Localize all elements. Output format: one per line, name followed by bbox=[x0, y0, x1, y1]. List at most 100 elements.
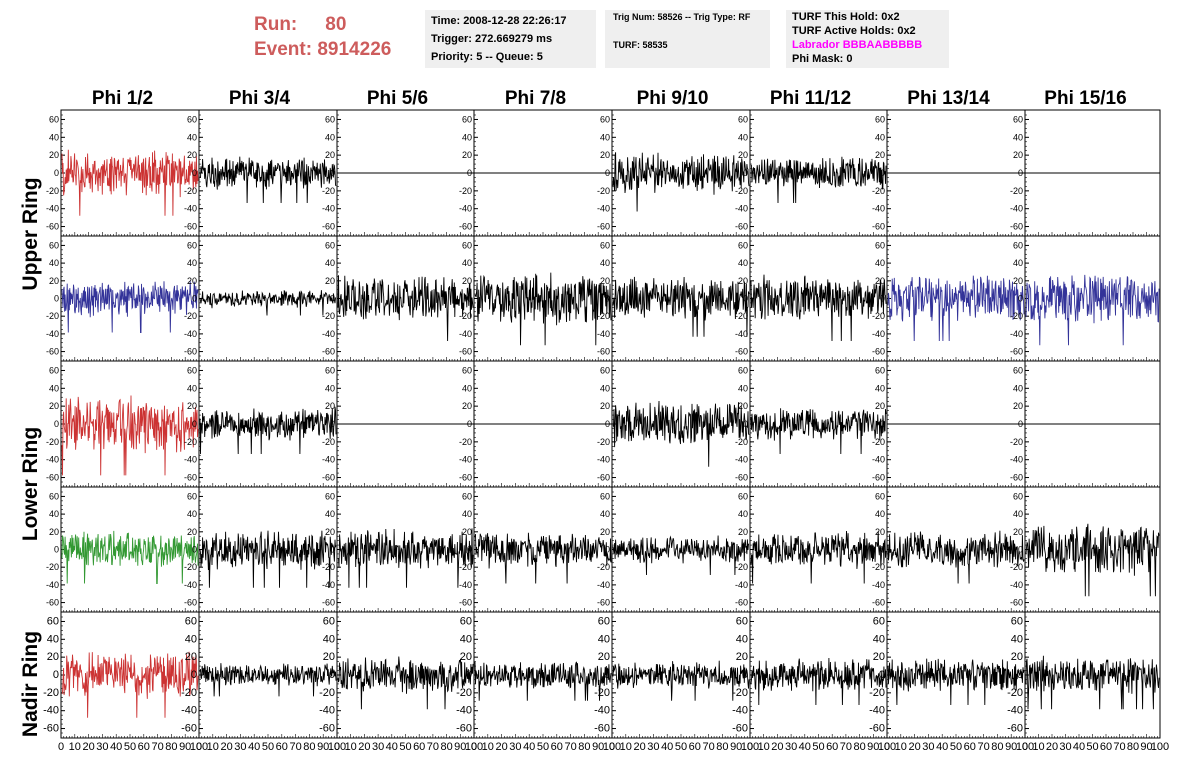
x-tick-label: 20 bbox=[908, 741, 920, 753]
y-tick-label: 60 bbox=[187, 491, 197, 501]
y-tick-label: -40 bbox=[735, 455, 748, 465]
y-tick-label: 0 bbox=[54, 419, 59, 429]
y-tick-label: 60 bbox=[460, 615, 472, 627]
x-tick-label: 10 bbox=[1032, 741, 1044, 753]
y-tick-label: 20 bbox=[598, 651, 610, 663]
y-tick-label: -60 bbox=[735, 598, 748, 608]
y-tick-label: -40 bbox=[184, 580, 197, 590]
waveform-trace bbox=[61, 651, 199, 718]
x-tick-label: 20 bbox=[771, 741, 783, 753]
y-tick-label: -20 bbox=[46, 437, 59, 447]
y-tick-label: 20 bbox=[738, 527, 748, 537]
waveform-trace bbox=[474, 661, 612, 701]
x-tick-label: 10 bbox=[69, 741, 81, 753]
x-tick-label: 20 bbox=[82, 741, 94, 753]
y-tick-label: 60 bbox=[736, 615, 748, 627]
y-tick-label: 40 bbox=[187, 132, 197, 142]
run-value: 80 bbox=[325, 14, 347, 35]
y-tick-label: -20 bbox=[735, 437, 748, 447]
y-tick-label: -60 bbox=[456, 723, 472, 735]
y-tick-label: -60 bbox=[184, 222, 197, 232]
waveform-trace bbox=[474, 272, 612, 346]
y-tick-label: 60 bbox=[49, 365, 59, 375]
y-tick-label: 0 bbox=[53, 669, 59, 681]
y-tick-label: -40 bbox=[319, 705, 335, 717]
y-tick-label: -60 bbox=[597, 598, 610, 608]
x-tick-label: 40 bbox=[661, 741, 673, 753]
x-tick-label: 100 bbox=[465, 741, 483, 753]
y-tick-label: 0 bbox=[467, 545, 472, 555]
y-tick-label: -40 bbox=[1007, 705, 1023, 717]
y-tick-label: 0 bbox=[192, 545, 197, 555]
y-tick-label: 40 bbox=[875, 132, 885, 142]
y-tick-label: 40 bbox=[736, 633, 748, 645]
y-tick-label: 20 bbox=[49, 276, 59, 286]
y-tick-label: 60 bbox=[873, 615, 885, 627]
waveform-trace bbox=[750, 274, 887, 342]
y-tick-label: -60 bbox=[459, 222, 472, 232]
y-tick-label: 20 bbox=[460, 651, 472, 663]
x-tick-label: 90 bbox=[730, 741, 742, 753]
y-tick-label: 20 bbox=[600, 527, 610, 537]
y-tick-label: -60 bbox=[184, 598, 197, 608]
y-tick-label: -40 bbox=[869, 705, 885, 717]
y-tick-label: 40 bbox=[1013, 258, 1023, 268]
y-tick-label: 20 bbox=[49, 527, 59, 537]
y-tick-label: 20 bbox=[875, 401, 885, 411]
x-tick-label: 90 bbox=[867, 741, 879, 753]
x-tick-label: 80 bbox=[991, 741, 1003, 753]
y-tick-label: -60 bbox=[872, 598, 885, 608]
y-tick-label: 40 bbox=[187, 383, 197, 393]
x-tick-label: 80 bbox=[303, 741, 315, 753]
x-tick-label: 40 bbox=[1073, 741, 1085, 753]
y-tick-label: 0 bbox=[1018, 168, 1023, 178]
waveform-trace bbox=[612, 535, 750, 576]
y-tick-label: 0 bbox=[192, 419, 197, 429]
y-tick-label: -20 bbox=[459, 437, 472, 447]
y-tick-label: 60 bbox=[49, 114, 59, 124]
x-tick-label: 60 bbox=[138, 741, 150, 753]
y-tick-label: -60 bbox=[1010, 347, 1023, 357]
x-tick-label: 40 bbox=[386, 741, 398, 753]
y-tick-label: 0 bbox=[880, 168, 885, 178]
x-tick-label: 20 bbox=[1046, 741, 1058, 753]
x-tick-label: 50 bbox=[1086, 741, 1098, 753]
x-tick-label: 40 bbox=[936, 741, 948, 753]
y-tick-label: 40 bbox=[49, 509, 59, 519]
y-tick-label: 60 bbox=[600, 240, 610, 250]
y-tick-label: 40 bbox=[600, 383, 610, 393]
y-tick-label: 20 bbox=[462, 150, 472, 160]
y-tick-label: -40 bbox=[184, 455, 197, 465]
y-tick-label: -20 bbox=[46, 562, 59, 572]
y-tick-label: 40 bbox=[738, 258, 748, 268]
y-tick-label: 40 bbox=[185, 633, 197, 645]
y-tick-label: -40 bbox=[322, 204, 335, 214]
y-tick-label: -20 bbox=[597, 437, 610, 447]
y-tick-label: -40 bbox=[735, 580, 748, 590]
x-tick-label: 80 bbox=[1127, 741, 1139, 753]
col-title-phi-7-8: Phi 7/8 bbox=[504, 88, 567, 109]
y-tick-label: -40 bbox=[1010, 329, 1023, 339]
y-tick-label: 20 bbox=[462, 401, 472, 411]
y-tick-label: -60 bbox=[459, 347, 472, 357]
y-tick-label: -20 bbox=[732, 687, 748, 699]
col-title-phi-15-16: Phi 15/16 bbox=[1044, 88, 1127, 109]
x-tick-label: 50 bbox=[399, 741, 411, 753]
x-tick-label: 100 bbox=[603, 741, 621, 753]
x-tick-label: 60 bbox=[1100, 741, 1112, 753]
y-tick-label: -60 bbox=[1010, 598, 1023, 608]
y-tick-label: -40 bbox=[184, 204, 197, 214]
y-tick-label: 40 bbox=[462, 383, 472, 393]
y-tick-label: -60 bbox=[319, 723, 335, 735]
waveform-trace bbox=[199, 663, 337, 697]
y-tick-label: 40 bbox=[873, 633, 885, 645]
waveform-trace bbox=[612, 152, 750, 212]
y-tick-label: -40 bbox=[732, 705, 748, 717]
y-tick-label: 40 bbox=[325, 258, 335, 268]
y-tick-label: 0 bbox=[880, 545, 885, 555]
y-tick-label: 0 bbox=[467, 294, 472, 304]
x-tick-label: 30 bbox=[372, 741, 384, 753]
y-tick-label: -20 bbox=[43, 687, 59, 699]
y-tick-label: 60 bbox=[325, 491, 335, 501]
